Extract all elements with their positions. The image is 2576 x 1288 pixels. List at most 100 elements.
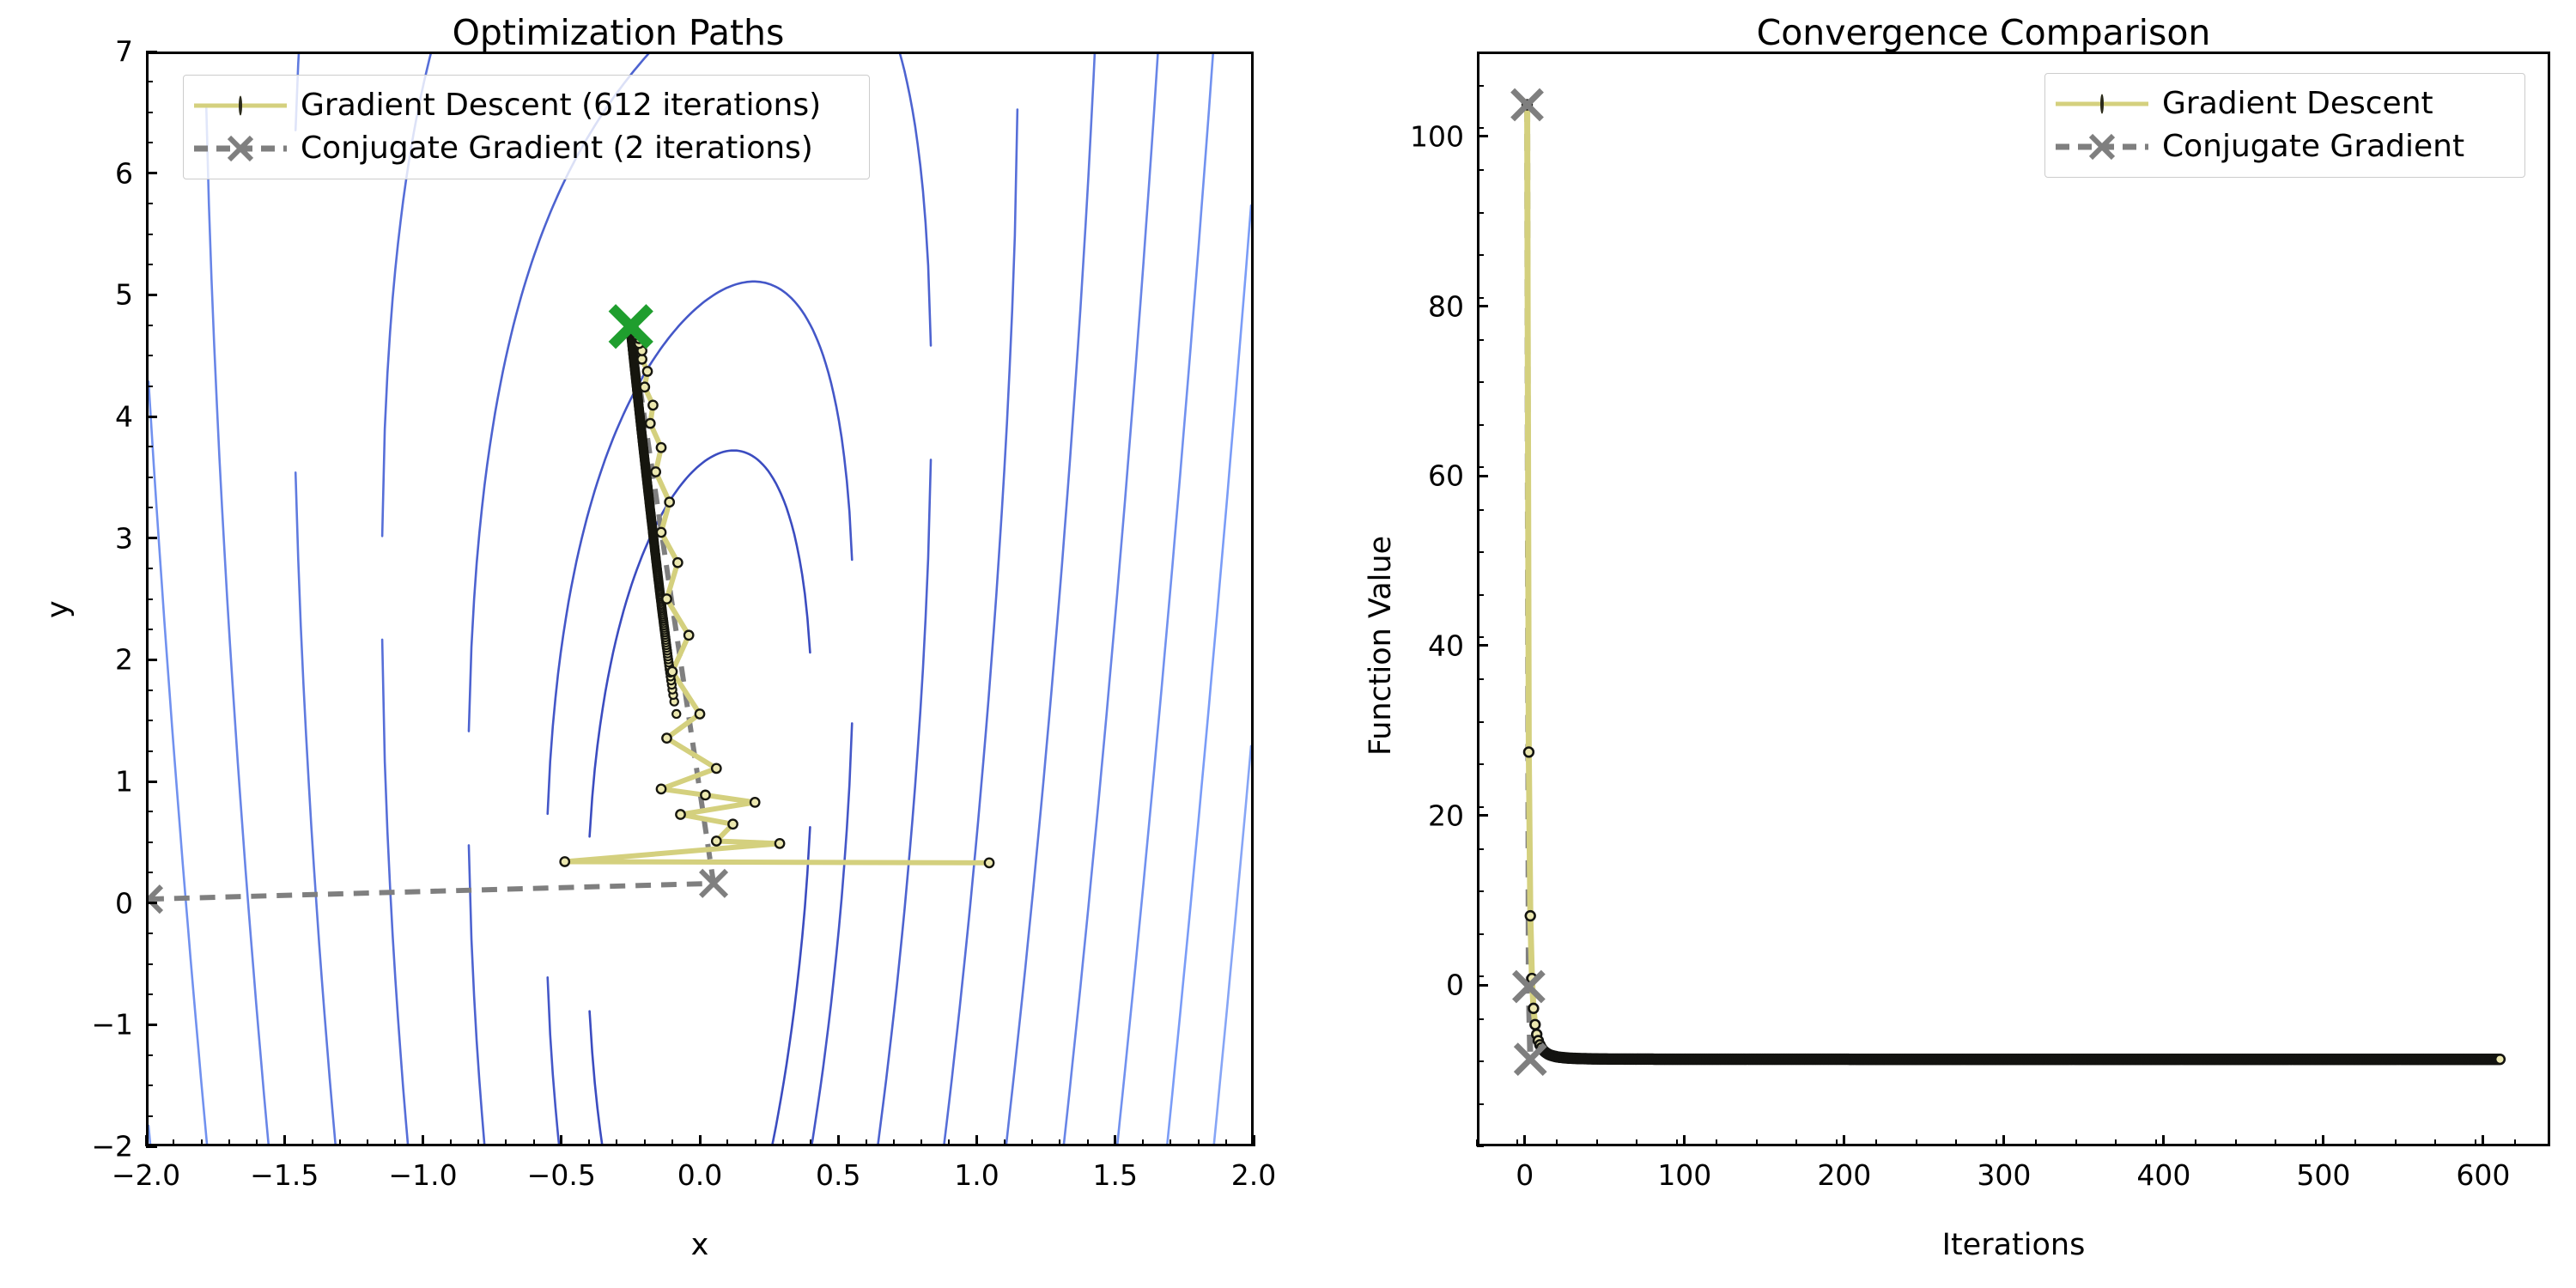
- y-tick-major: [146, 902, 157, 905]
- y-tick-label: 0: [1446, 968, 1464, 1002]
- x-tick-label: 200: [1817, 1158, 1872, 1192]
- y-tick-minor: [1477, 805, 1484, 808]
- x-tick-label: 0.0: [677, 1158, 723, 1192]
- y-tick-major: [146, 50, 157, 53]
- y-tick-minor: [146, 233, 153, 235]
- y-tick-minor: [1477, 848, 1484, 851]
- x-tick-label: 0: [1516, 1158, 1534, 1192]
- x-tick-minor: [1636, 1139, 1637, 1146]
- x-tick-minor: [1995, 1139, 1997, 1146]
- x-tick-minor: [2275, 1139, 2277, 1146]
- y-tick-minor: [146, 1054, 153, 1056]
- legend-key-gradient-descent: [194, 93, 287, 118]
- y-tick-minor: [1477, 1145, 1484, 1147]
- y-tick-minor: [1477, 211, 1484, 214]
- y-tick-minor: [146, 507, 153, 509]
- y-tick-label: 1: [115, 764, 133, 799]
- y-tick-major: [1477, 305, 1488, 307]
- x-tick-label: 1.5: [1092, 1158, 1138, 1192]
- y-tick-minor: [146, 598, 153, 600]
- x-tick-minor: [2115, 1139, 2117, 1146]
- x-tick-minor: [1755, 1139, 1758, 1146]
- x-tick-minor: [2434, 1139, 2437, 1146]
- x-tick-minor: [2394, 1139, 2397, 1146]
- y-tick-minor: [146, 1084, 153, 1087]
- y-tick-label: 7: [115, 34, 133, 69]
- x-tick-minor: [1835, 1139, 1838, 1146]
- x-tick-minor: [2314, 1139, 2317, 1146]
- y-tick-label: 80: [1428, 289, 1464, 323]
- x-tick-minor: [200, 1139, 203, 1146]
- legend-label-gradient-descent: Gradient Descent: [2162, 86, 2433, 121]
- y-tick-minor: [1477, 508, 1484, 511]
- y-tick-minor: [146, 263, 153, 265]
- x-tick-minor: [2035, 1139, 2038, 1146]
- y-tick-minor: [146, 933, 153, 935]
- x-tick-major: [836, 1135, 840, 1146]
- y-tick-label: 6: [115, 156, 133, 191]
- x-tick-label: −0.5: [526, 1158, 596, 1192]
- x-tick-minor: [2154, 1139, 2157, 1146]
- legend-label-gradient-descent: Gradient Descent (612 iterations): [301, 88, 822, 123]
- x-tick-minor: [1795, 1139, 1798, 1146]
- x-tick-minor: [1170, 1139, 1172, 1146]
- x-tick-major: [975, 1135, 978, 1146]
- y-tick-major: [1477, 983, 1488, 987]
- y-tick-minor: [1477, 84, 1484, 87]
- x-tick-minor: [1595, 1139, 1598, 1146]
- y-tick-minor: [146, 355, 153, 357]
- y-tick-minor: [1477, 933, 1484, 935]
- y-tick-minor: [1477, 296, 1484, 299]
- y-tick-label: 5: [115, 277, 133, 312]
- x-tick-minor: [616, 1139, 618, 1146]
- y-tick-major: [1477, 814, 1488, 817]
- left-axes: Gradient Descent (612 iterations) Conjug…: [146, 52, 1254, 1146]
- y-tick-label: 2: [115, 642, 133, 677]
- x-tick-minor: [367, 1139, 368, 1146]
- left-plot-canvas: [149, 54, 1251, 1144]
- x-tick-label: 0.5: [816, 1158, 861, 1192]
- x-tick-minor: [228, 1139, 230, 1146]
- y-tick-minor: [146, 1115, 153, 1117]
- legend-row-gradient-descent: Gradient Descent (612 iterations): [194, 84, 857, 127]
- left-panel-title: Optimization Paths: [452, 12, 785, 53]
- x-tick-minor: [1955, 1139, 1958, 1146]
- x-tick-label: 100: [1657, 1158, 1712, 1192]
- y-tick-minor: [146, 720, 153, 722]
- legend-key-conjugate-gradient: [194, 134, 287, 163]
- x-tick-minor: [477, 1139, 479, 1146]
- legend-key-gradient-descent: [2056, 91, 2148, 117]
- x-tick-major: [2002, 1135, 2006, 1146]
- legend-marker-x-icon: [226, 134, 255, 163]
- right-plot-canvas: [1510, 88, 2506, 1077]
- x-tick-major: [1843, 1135, 1846, 1146]
- x-tick-minor: [449, 1139, 452, 1146]
- x-tick-minor: [726, 1139, 729, 1146]
- y-tick-minor: [1477, 593, 1484, 596]
- y-tick-major: [1477, 135, 1488, 138]
- x-tick-minor: [865, 1139, 867, 1146]
- x-tick-minor: [1142, 1139, 1144, 1146]
- y-tick-label: 100: [1410, 119, 1464, 154]
- y-tick-minor: [146, 568, 153, 570]
- x-tick-major: [1523, 1135, 1527, 1146]
- x-tick-minor: [1003, 1139, 1005, 1146]
- panel-convergence-comparison: Convergence Comparison Gradient Descent: [1288, 0, 2576, 1288]
- y-tick-minor: [146, 750, 153, 752]
- left-xaxis-title: x: [690, 1228, 709, 1262]
- x-tick-minor: [1197, 1139, 1200, 1146]
- legend-label-conjugate-gradient: Conjugate Gradient: [2162, 129, 2465, 164]
- x-tick-minor: [920, 1139, 922, 1146]
- x-tick-minor: [1086, 1139, 1089, 1146]
- y-tick-minor: [146, 446, 153, 448]
- x-tick-label: 400: [2136, 1158, 2191, 1192]
- y-tick-major: [146, 415, 157, 418]
- y-tick-minor: [1477, 763, 1484, 766]
- x-tick-minor: [1476, 1139, 1478, 1146]
- x-tick-minor: [173, 1139, 175, 1146]
- x-tick-major: [144, 1135, 148, 1146]
- right-panel-title: Convergence Comparison: [1756, 12, 2211, 53]
- x-tick-minor: [948, 1139, 951, 1146]
- y-tick-minor: [146, 142, 153, 144]
